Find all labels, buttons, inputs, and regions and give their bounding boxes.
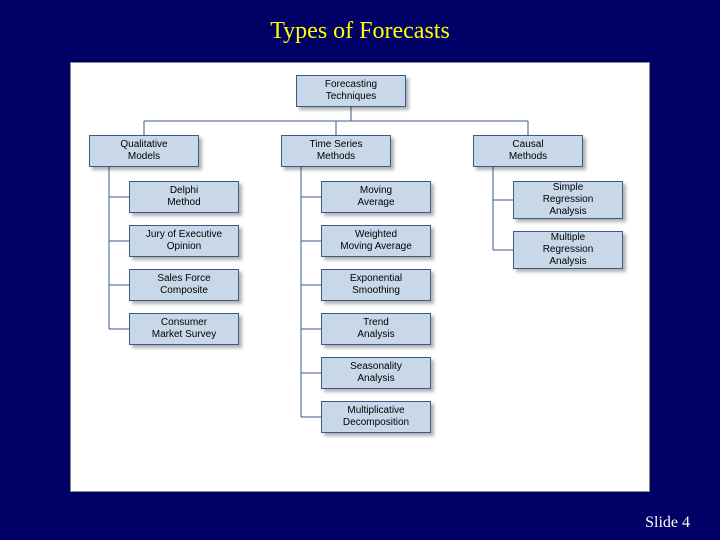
tree-leaf-2-0: SimpleRegressionAnalysis (513, 181, 623, 219)
tree-root: ForecastingTechniques (296, 75, 406, 107)
slide-title: Types of Forecasts (0, 0, 720, 45)
tree-leaf-0-2: Sales ForceComposite (129, 269, 239, 301)
tree-leaf-0-1: Jury of ExecutiveOpinion (129, 225, 239, 257)
tree-leaf-1-1: WeightedMoving Average (321, 225, 431, 257)
tree-branch-2: CausalMethods (473, 135, 583, 167)
tree-leaf-0-0: DelphiMethod (129, 181, 239, 213)
tree-leaf-1-0: MovingAverage (321, 181, 431, 213)
tree-leaf-1-3: TrendAnalysis (321, 313, 431, 345)
tree-leaf-1-5: MultiplicativeDecomposition (321, 401, 431, 433)
tree-diagram: ForecastingTechniques QualitativeModels De… (70, 62, 650, 492)
tree-branch-0: QualitativeModels (89, 135, 199, 167)
tree-leaf-1-4: SeasonalityAnalysis (321, 357, 431, 389)
tree-leaf-1-2: ExponentialSmoothing (321, 269, 431, 301)
tree-leaf-0-3: ConsumerMarket Survey (129, 313, 239, 345)
tree-branch-1: Time SeriesMethods (281, 135, 391, 167)
tree-leaf-2-1: MultipleRegressionAnalysis (513, 231, 623, 269)
footer-label: Slide (645, 514, 678, 531)
footer-number: 4 (682, 514, 690, 531)
slide-footer: Slide 4 (645, 514, 690, 532)
